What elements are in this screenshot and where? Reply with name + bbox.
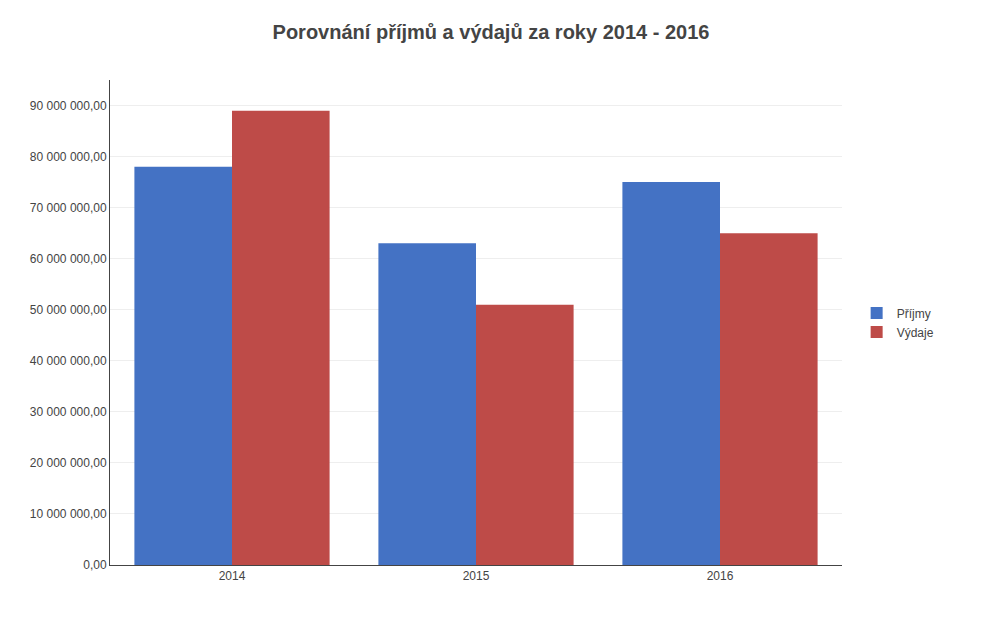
svg-text:40 000 000,00: 40 000 000,00 bbox=[30, 354, 107, 368]
svg-text:30 000 000,00: 30 000 000,00 bbox=[30, 405, 107, 419]
svg-text:90 000 000,00: 90 000 000,00 bbox=[30, 99, 107, 113]
svg-text:80 000 000,00: 80 000 000,00 bbox=[30, 150, 107, 164]
svg-text:50 000 000,00: 50 000 000,00 bbox=[30, 303, 107, 317]
svg-text:20 000 000,00: 20 000 000,00 bbox=[30, 456, 107, 470]
svg-text:10 000 000,00: 10 000 000,00 bbox=[30, 507, 107, 521]
svg-text:60 000 000,00: 60 000 000,00 bbox=[30, 252, 107, 266]
svg-text:Porovnání příjmů a výdajů za r: Porovnání příjmů a výdajů za roky 2014 -… bbox=[273, 21, 710, 43]
svg-text:Výdaje: Výdaje bbox=[897, 326, 934, 340]
svg-text:2016: 2016 bbox=[707, 569, 734, 583]
svg-text:2015: 2015 bbox=[463, 569, 490, 583]
svg-text:70 000 000,00: 70 000 000,00 bbox=[30, 201, 107, 215]
svg-text:Příjmy: Příjmy bbox=[897, 307, 931, 321]
svg-text:0,00: 0,00 bbox=[83, 558, 107, 572]
svg-text:2014: 2014 bbox=[219, 569, 246, 583]
